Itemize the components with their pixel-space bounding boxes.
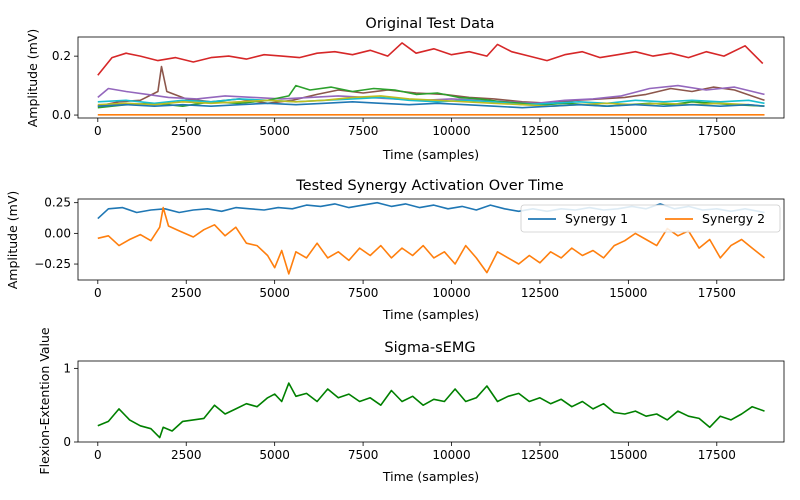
panel2-y-ticks: 0.25 0.00 −0.25 (34, 196, 78, 271)
x-tick-label: 15000 (609, 448, 647, 462)
panel3-x-tick: 12500 (521, 442, 559, 462)
panel3-y-ticks: 01 (63, 361, 78, 449)
x-tick-label: 2500 (171, 448, 202, 462)
panel2-y-tick: −0.25 (34, 257, 78, 271)
panel2-x-tick: 5000 (259, 280, 290, 300)
panel3-series-line-1 (97, 382, 765, 439)
panel1-title: Original Test Data (365, 16, 494, 32)
panel2-x-tick: 12500 (521, 280, 559, 300)
x-tick-label: 7500 (348, 124, 379, 138)
panel1-series-line-5 (97, 96, 765, 106)
panel2-x-tick: 7500 (348, 280, 379, 300)
x-tick-label: 17500 (698, 124, 736, 138)
panel3-series-layer (97, 382, 765, 439)
x-tick-label: 2500 (171, 286, 202, 300)
panel3-x-tick: 0 (94, 442, 102, 462)
panel3-axes-frame (77, 360, 785, 443)
panel3-title: Sigma-sEMG (384, 340, 475, 356)
panel1-y-ticks: 0.0 0.2 (52, 49, 78, 122)
panel2-x-tick: 17500 (698, 280, 736, 300)
panel1-y-tick: 0.0 (52, 108, 78, 122)
y-tick-label: −0.25 (34, 257, 71, 271)
panel3-x-ticks: 0 2500 5000 7500 10000 12500 15000 17500 (94, 442, 736, 462)
y-tick-label: 0.00 (44, 226, 71, 240)
x-tick-label: 10000 (432, 286, 470, 300)
x-tick-label: 0 (94, 448, 102, 462)
panel-original-test-data: Original Test Data 0 2500 5000 7500 10000 125… (25, 16, 785, 162)
panel1-x-tick: 2500 (171, 118, 202, 138)
panel1-x-tick: 0 (94, 118, 102, 138)
panel3-y-tick: 1 (63, 361, 78, 375)
panel2-x-tick: 0 (94, 280, 102, 300)
y-tick-label: 0.0 (52, 108, 71, 122)
x-tick-label: 12500 (521, 286, 559, 300)
panel3-x-tick: 15000 (609, 442, 647, 462)
x-tick-label: 17500 (698, 286, 736, 300)
panel1-x-ticks: 0 2500 5000 7500 10000 12500 15000 17500 (94, 118, 736, 138)
panel1-ylabel: Amplitude (mV) (25, 29, 40, 128)
panel2-x-ticks: 0 2500 5000 7500 10000 12500 15000 17500 (94, 280, 736, 300)
panel3-x-tick: 2500 (171, 442, 202, 462)
legend-box (520, 204, 781, 233)
panel1-x-tick: 15000 (609, 118, 647, 138)
panel2-x-tick: 2500 (171, 280, 202, 300)
panel1-series-line-6 (97, 95, 765, 107)
panel3-y-tick: 0 (63, 435, 78, 449)
x-tick-label: 0 (94, 124, 102, 138)
panel2-xlabel: Time (samples) (382, 307, 479, 322)
panel3-x-tick: 17500 (698, 442, 736, 462)
panel1-series-layer (97, 42, 765, 116)
x-tick-label: 0 (94, 286, 102, 300)
panel2-y-tick: 0.25 (44, 196, 78, 210)
legend-label-synergy-2: Synergy 2 (702, 211, 765, 226)
x-tick-label: 5000 (259, 124, 290, 138)
panel3-xlabel: Time (samples) (382, 469, 479, 484)
y-tick-label: 0 (63, 435, 71, 449)
panel1-axes-frame (77, 36, 785, 119)
y-tick-label: 1 (63, 361, 71, 375)
panel1-x-tick: 5000 (259, 118, 290, 138)
y-tick-label: 0.2 (52, 49, 71, 63)
panel2-title: Tested Synergy Activation Over Time (295, 178, 564, 194)
panel2-x-tick: 15000 (609, 280, 647, 300)
panel-synergy-activation: Tested Synergy Activation Over Time 0 250… (5, 178, 785, 322)
panel1-x-tick: 12500 (521, 118, 559, 138)
panel2-series-line-2 (97, 206, 765, 275)
x-tick-label: 17500 (698, 448, 736, 462)
panel-sigma-semg: Sigma-sEMG 0 2500 5000 7500 10000 12500 15000 1… (37, 327, 785, 484)
legend-label-synergy-1: Synergy 1 (565, 211, 628, 226)
x-tick-label: 10000 (432, 448, 470, 462)
panel1-y-tick: 0.2 (52, 49, 78, 63)
panel3-x-tick: 5000 (259, 442, 290, 462)
x-tick-label: 10000 (432, 124, 470, 138)
x-tick-label: 2500 (171, 124, 202, 138)
x-tick-label: 12500 (521, 448, 559, 462)
panel2-legend: Synergy 1 Synergy 2 (520, 204, 781, 233)
panel2-y-tick: 0.00 (44, 226, 78, 240)
x-tick-label: 7500 (348, 286, 379, 300)
x-tick-label: 7500 (348, 448, 379, 462)
x-tick-label: 12500 (521, 124, 559, 138)
panel3-ylabel: Flexion-Extention Value (37, 327, 52, 474)
panel1-x-tick: 7500 (348, 118, 379, 138)
panel3-x-tick: 10000 (432, 442, 471, 462)
panel1-series-line-1 (97, 42, 764, 76)
x-tick-label: 15000 (609, 124, 647, 138)
panel1-series-line-7 (97, 101, 765, 109)
panel2-x-tick: 10000 (432, 280, 471, 300)
panel1-x-tick: 10000 (432, 118, 471, 138)
y-tick-label: 0.25 (44, 196, 71, 210)
x-tick-label: 15000 (609, 286, 647, 300)
panel3-x-tick: 7500 (348, 442, 379, 462)
panel1-x-tick: 17500 (698, 118, 736, 138)
x-tick-label: 5000 (259, 448, 290, 462)
panel2-ylabel: Amplitude (mV) (5, 191, 20, 290)
panel2-axes-frame (77, 198, 785, 281)
panel1-xlabel: Time (samples) (382, 147, 479, 162)
x-tick-label: 5000 (259, 286, 290, 300)
